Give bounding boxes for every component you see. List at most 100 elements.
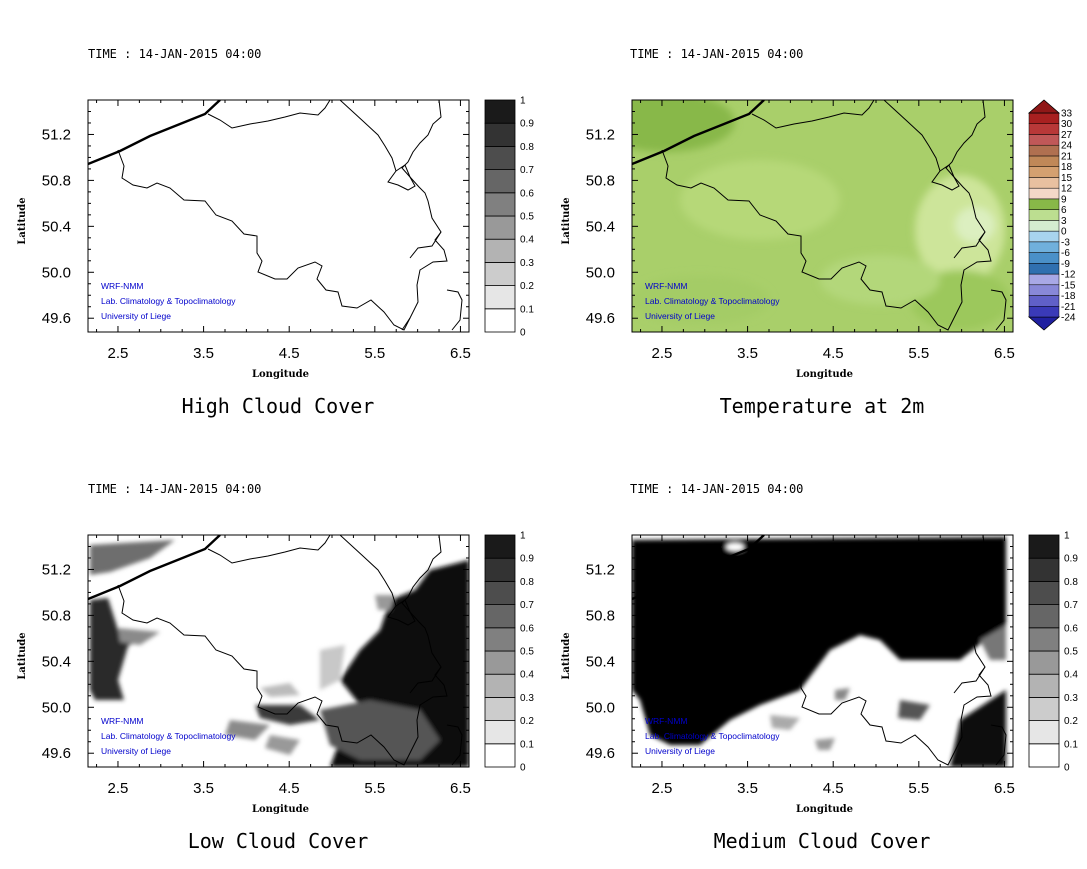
y-tick-label: 51.2 (586, 126, 615, 143)
colorbar-label: 0.2 (520, 716, 534, 727)
map-borders (632, 100, 1007, 331)
colorbar-label: 1 (520, 531, 526, 542)
colorbar: 0 0.1 0.2 0.3 0.4 0.5 0.6 0.7 0.8 0.9 1 (484, 531, 534, 774)
colorbar-swatch (484, 627, 516, 652)
credit-line: University of Liege (645, 746, 715, 756)
colorbar-swatch (1028, 627, 1060, 652)
colorbar-label: 0.1 (520, 304, 534, 315)
panel-time: TIME : 14-JAN-2015 04:00 (630, 47, 803, 61)
colorbar-label: 0.9 (520, 119, 534, 130)
colorbar-label: 0.3 (1064, 693, 1078, 704)
colorbar-label: 0.6 (520, 623, 534, 634)
x-axis-label: Longitude (796, 369, 853, 380)
colorbar-label: -18 (1061, 291, 1076, 302)
credits-block: WRF-NMM Lab. Climatology & Topoclimatolog… (645, 716, 780, 756)
colorbar-label: -21 (1061, 302, 1076, 313)
colorbar-label: 1 (1064, 531, 1070, 542)
x-tick-label: 6.5 (994, 780, 1015, 797)
x-tick-label: 4.5 (279, 780, 300, 797)
colorbar-label: 30 (1061, 119, 1073, 130)
y-tick-label: 51.2 (42, 561, 71, 578)
credit-line: Lab. Climatology & Topoclimatology (645, 731, 780, 741)
x-tick-label: 4.5 (823, 345, 844, 362)
map-borders (88, 100, 463, 331)
colorbar-label: 21 (1061, 151, 1073, 162)
y-tick-label: 50.8 (586, 607, 615, 624)
colorbar-swatch (1028, 743, 1060, 768)
colorbar-swatch (484, 697, 516, 722)
x-tick-label: 4.5 (279, 345, 300, 362)
colorbar-swatch (1028, 209, 1060, 221)
colorbar-swatch (1028, 604, 1060, 629)
y-tick-label: 50.8 (42, 172, 71, 189)
colorbar-label: 0 (520, 328, 526, 339)
y-tick-label: 50.4 (586, 653, 615, 670)
colorbar-swatch (484, 308, 516, 333)
colorbar-label: 0.5 (1064, 647, 1078, 658)
map-borders (88, 535, 463, 766)
map-borders (632, 535, 1007, 766)
panel-title: Temperature at 2m (720, 394, 925, 418)
y-tick-label: 50.8 (586, 172, 615, 189)
colorbar-swatch (484, 673, 516, 698)
y-tick-label: 49.6 (42, 745, 71, 762)
credit-line: Lab. Climatology & Topoclimatology (645, 296, 780, 306)
panel-time: TIME : 14-JAN-2015 04:00 (630, 482, 803, 496)
colorbar-label: 1 (520, 96, 526, 107)
credits-block: WRF-NMM Lab. Climatology & Topoclimatolog… (101, 281, 236, 321)
colorbar-label: 15 (1061, 173, 1073, 184)
y-tick-label: 50.0 (586, 699, 615, 716)
colorbar-swatch (1028, 295, 1060, 307)
colorbar-swatch (1028, 166, 1060, 178)
colorbar-label: 12 (1061, 184, 1073, 195)
y-tick-label: 50.0 (586, 264, 615, 281)
map-frame (631, 99, 1014, 333)
colorbar-swatch (1028, 697, 1060, 722)
colorbar-swatch (1028, 720, 1060, 745)
credit-line: Lab. Climatology & Topoclimatology (101, 731, 236, 741)
colorbar-label: -6 (1061, 248, 1070, 259)
y-axis-label: Latitude (561, 197, 572, 244)
x-tick-label: 3.5 (737, 345, 758, 362)
panel-high-cloud-cover: TIME : 14-JAN-2015 04:00 2.5 3.5 4.5 5.5 6.5… (17, 47, 534, 418)
colorbar-label: 0.6 (1064, 623, 1078, 634)
x-axis-label: Longitude (252, 369, 309, 380)
x-tick-label: 2.5 (652, 780, 673, 797)
credit-line: WRF-NMM (101, 281, 143, 291)
colorbar-swatch (1028, 220, 1060, 232)
colorbar-label: 0.1 (520, 739, 534, 750)
colorbar-swatch (1028, 155, 1060, 167)
colorbar-swatch (484, 534, 516, 559)
colorbar-label: 0.9 (520, 554, 534, 565)
credit-line: University of Liege (101, 746, 171, 756)
colorbar-swatch (484, 557, 516, 582)
colorbar-label: 0.4 (520, 235, 534, 246)
colorbar-swatch (1028, 273, 1060, 286)
colorbar: 0 0.1 0.2 0.3 0.4 0.5 0.6 0.7 0.8 0.9 1 (1028, 531, 1078, 774)
colorbar-swatch (484, 650, 516, 675)
colorbar-label: -15 (1061, 280, 1076, 291)
colorbar-label: 0.8 (520, 142, 534, 153)
colorbar-label: 9 (1061, 194, 1067, 205)
colorbar-label: 0.3 (520, 258, 534, 269)
y-tick-label: 50.4 (586, 218, 615, 235)
y-axis-label: Latitude (561, 632, 572, 679)
colorbar-swatch (484, 261, 516, 286)
colorbar-label: 33 (1061, 109, 1073, 120)
y-tick-label: 50.4 (42, 653, 71, 670)
colorbar-swatch (1028, 284, 1060, 296)
axes: 2.5 3.5 4.5 5.5 6.5 51.2 50.8 50.4 50.0 49.6 Longi… (561, 535, 1015, 815)
colorbar-swatch (1028, 198, 1060, 210)
colorbar-swatch (1028, 534, 1060, 559)
credit-line: WRF-NMM (645, 716, 687, 726)
colorbar-swatch (484, 192, 516, 217)
y-tick-label: 50.0 (42, 699, 71, 716)
credits-block: WRF-NMM Lab. Climatology & Topoclimatolog… (645, 281, 780, 321)
colorbar-label: 0.3 (520, 693, 534, 704)
colorbar-label: 0.8 (520, 577, 534, 588)
colorbar-label: 6 (1061, 205, 1067, 216)
map-field (632, 100, 1013, 332)
credit-line: University of Liege (101, 311, 171, 321)
colorbar-label: 0 (520, 763, 526, 774)
credits-block: WRF-NMM Lab. Climatology & Topoclimatolog… (101, 716, 236, 756)
